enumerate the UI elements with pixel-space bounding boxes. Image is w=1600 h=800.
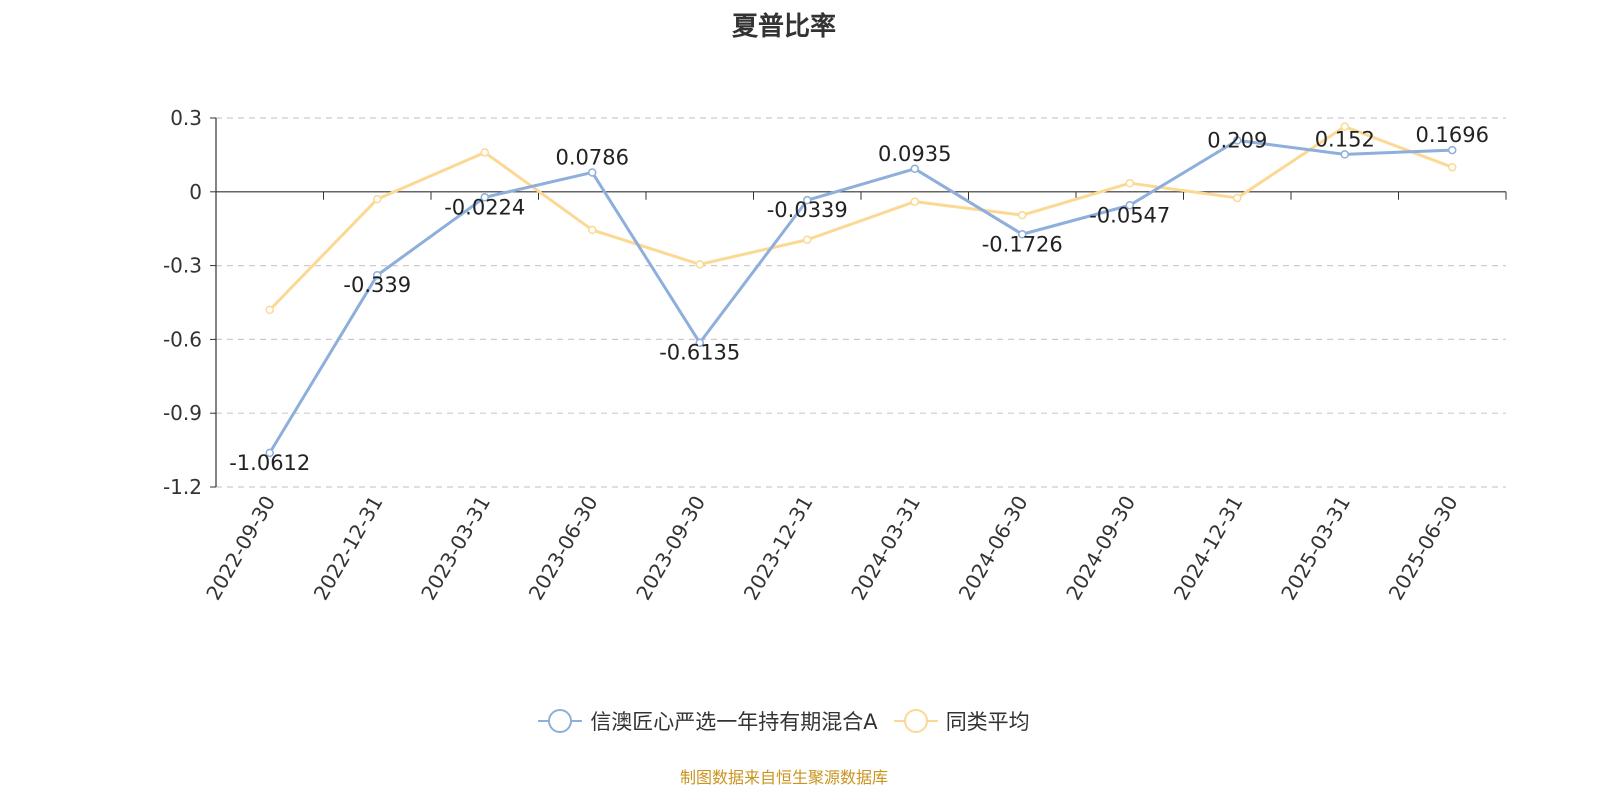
data-point-fund <box>1340 150 1349 159</box>
x-tick-label: 2024-06-30 <box>954 492 1033 605</box>
x-tick-label: 2024-09-30 <box>1061 492 1140 605</box>
data-source-footer: 制图数据来自恒生聚源数据库 <box>679 768 888 787</box>
data-point-fund <box>1448 145 1457 155</box>
x-tick-label: 2023-03-31 <box>416 492 495 605</box>
legend-label-fund: 信澳匠心严选一年持有期混合A <box>590 710 878 734</box>
data-label: 0.0786 <box>556 145 629 169</box>
data-label: -0.0547 <box>1089 203 1170 227</box>
data-point-fund <box>1233 136 1242 145</box>
y-tick-label: 0 <box>189 180 202 204</box>
data-point-category-average <box>1448 162 1457 172</box>
data-label: -0.339 <box>343 273 411 297</box>
x-tick-label: 2022-12-31 <box>309 492 388 605</box>
x-tick-label: 2022-09-30 <box>201 492 280 605</box>
y-tick-label: -0.6 <box>163 327 202 351</box>
x-tick-label: 2025-03-31 <box>1276 492 1355 605</box>
series-layer <box>265 122 1457 458</box>
legend-label-category-average: 同类平均 <box>945 710 1030 734</box>
series-line-category-average <box>268 125 1454 312</box>
data-point-fund <box>480 193 489 202</box>
data-point-category-average <box>1340 122 1349 131</box>
series-line-fund <box>268 138 1454 455</box>
data-point-fund <box>265 448 274 458</box>
data-point-category-average <box>373 194 382 204</box>
data-point-fund <box>1125 201 1134 210</box>
y-tick-label: -1.2 <box>163 475 202 499</box>
data-label: -1.0612 <box>229 451 310 475</box>
legend-line-circle-icon <box>538 707 583 735</box>
data-label: -0.6135 <box>659 341 740 365</box>
data-point-category-average <box>803 235 812 245</box>
x-tick-label: 2024-12-31 <box>1169 492 1248 605</box>
data-point-category-average <box>265 305 274 315</box>
y-tick-label: -0.3 <box>163 254 202 278</box>
x-tick-label: 2023-09-30 <box>631 492 710 605</box>
x-tick-label: 2025-06-30 <box>1384 492 1463 605</box>
y-tick-label: -0.9 <box>163 401 202 425</box>
data-point-category-average <box>1018 210 1027 220</box>
legend-line-circle-icon <box>893 707 938 735</box>
data-point-category-average <box>695 260 704 269</box>
data-point-fund <box>588 168 597 177</box>
data-point-category-average <box>1233 193 1242 203</box>
data-point-category-average <box>910 197 919 206</box>
data-label: 0.209 <box>1207 128 1267 152</box>
data-label: 0.152 <box>1315 127 1375 151</box>
y-tick-label: 0.3 <box>170 106 202 130</box>
grid-layer <box>216 117 1506 488</box>
data-point-category-average <box>588 225 597 235</box>
data-point-category-average <box>1125 178 1134 188</box>
legend: 信澳匠心严选一年持有期混合A 同类平均 <box>0 706 1568 736</box>
x-tick-label: 2024-03-31 <box>846 492 925 605</box>
data-point-fund <box>695 338 704 347</box>
chart-title: 夏普比率 <box>731 12 836 42</box>
x-tick-label: 2023-12-31 <box>739 492 818 605</box>
legend-item-category-average[interactable]: 同类平均 <box>893 706 1030 736</box>
legend-item-fund[interactable]: 信澳匠心严选一年持有期混合A <box>538 706 878 736</box>
data-point-fund <box>803 195 812 205</box>
data-label: 0.1696 <box>1416 123 1489 147</box>
data-label: 0.0935 <box>878 142 951 166</box>
data-label: -0.0224 <box>444 195 525 219</box>
x-tick-label: 2023-06-30 <box>524 492 603 605</box>
data-point-fund <box>910 164 919 174</box>
data-point-fund <box>1018 230 1027 239</box>
data-point-category-average <box>480 148 489 157</box>
data-label: -0.0339 <box>767 198 848 222</box>
data-label-layer: -1.0612 -0.339 -0.0224 0.0786 -0.6135 -0.0339… <box>229 123 1489 475</box>
data-point-fund <box>373 270 382 280</box>
data-label: -0.1726 <box>982 232 1063 256</box>
